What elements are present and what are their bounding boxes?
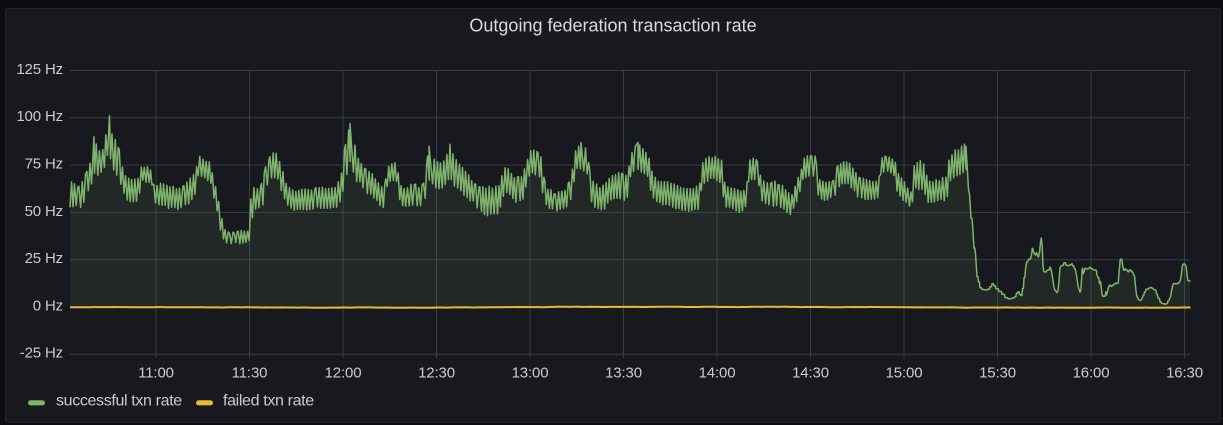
svg-text:125 Hz: 125 Hz [16,61,63,78]
svg-text:0 Hz: 0 Hz [33,297,63,314]
svg-text:13:00: 13:00 [512,364,549,381]
svg-text:13:30: 13:30 [605,364,642,381]
svg-text:11:30: 11:30 [232,364,268,381]
svg-text:100 Hz: 100 Hz [16,108,63,125]
svg-text:16:00: 16:00 [1073,364,1110,381]
svg-text:Outgoing federation transactio: Outgoing federation transaction rate [469,16,756,36]
svg-text:14:30: 14:30 [792,364,829,381]
svg-text:50 Hz: 50 Hz [25,203,63,220]
svg-text:successful txn rate: successful txn rate [56,393,182,410]
svg-text:14:00: 14:00 [699,364,736,381]
svg-text:-25 Hz: -25 Hz [20,345,63,362]
svg-text:12:30: 12:30 [418,364,455,381]
svg-text:15:00: 15:00 [886,364,923,381]
svg-text:11:00: 11:00 [138,364,174,381]
svg-text:15:30: 15:30 [979,364,1016,381]
svg-text:25 Hz: 25 Hz [25,250,63,267]
svg-text:16:30: 16:30 [1166,364,1203,381]
svg-text:failed txn rate: failed txn rate [223,393,314,410]
svg-text:12:00: 12:00 [325,364,362,381]
svg-text:75 Hz: 75 Hz [25,156,63,173]
